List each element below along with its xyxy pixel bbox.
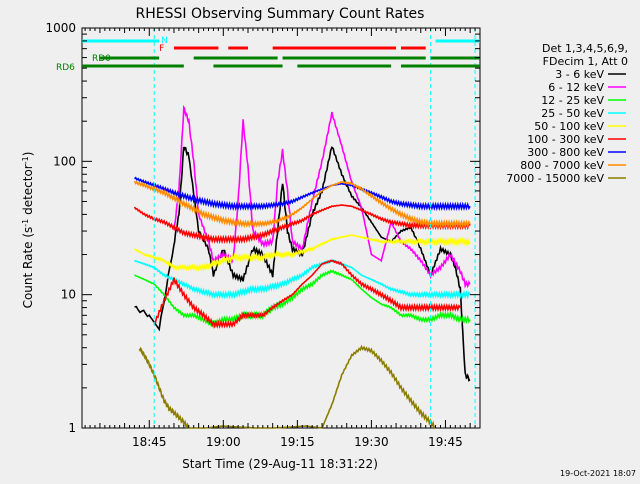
legend-header-0: Det 1,3,4,5,6,9, [542, 42, 628, 55]
series-line-800-7000-kev [133, 180, 471, 229]
y-tick-label-2: 100 [53, 154, 76, 168]
status-bar-label-f: F [159, 44, 164, 54]
y-label-sup-1: -1 [21, 219, 30, 227]
chart-title: RHESSI Observing Summary Count Rates [136, 6, 425, 22]
legend-label-3: 25 - 50 keV [541, 107, 604, 120]
legend-label-8: 7000 - 15000 keV [506, 172, 604, 185]
series-line-12-25-kev [134, 269, 471, 329]
series-line-red-1 [153, 259, 461, 329]
x-tick-label-2: 19:15 [280, 435, 315, 449]
status-bar-label-rd6: RD6 [56, 63, 75, 73]
x-tick-label-3: 19:30 [354, 435, 389, 449]
legend-label-4: 50 - 100 keV [534, 120, 604, 133]
x-axis-label: Start Time (29-Aug-11 18:31:22) [182, 457, 378, 471]
legend-label-2: 12 - 25 keV [541, 94, 604, 107]
x-tick-label-1: 19:00 [206, 435, 241, 449]
legend-label-0: 3 - 6 keV [555, 68, 604, 81]
status-bar-label-rd0: RD0 [92, 54, 111, 64]
series-line-100-300-kev [133, 204, 471, 245]
y-axis-label: Count Rate (s-1 detector-1) [21, 152, 36, 309]
footer-date: 19-Oct-2021 18:07 [560, 469, 636, 478]
y-label-part-2: detector [21, 164, 35, 219]
series-line-6-12-kev [173, 104, 471, 289]
legend-label-7: 800 - 7000 keV [520, 159, 604, 172]
series-line-7000-15000-kev [138, 344, 437, 430]
y-label-sup-2: -1 [21, 156, 30, 164]
series-line-50-100-kev [134, 234, 471, 272]
legend-label-5: 100 - 300 keV [527, 133, 604, 146]
y-tick-label-1: 10 [61, 288, 76, 302]
status-bar-label-n: N [161, 36, 168, 46]
legend-label-1: 6 - 12 keV [548, 81, 604, 94]
y-tick-label-3: 1000 [45, 21, 76, 35]
series-line-25-50-kev [134, 258, 471, 300]
y-label-part-1: Count Rate (s [21, 227, 35, 309]
y-label-part-3: ) [21, 152, 35, 157]
x-tick-label-0: 18:45 [132, 435, 167, 449]
legend-label-6: 300 - 800 keV [527, 146, 604, 159]
legend-header-1: FDecim 1, Att 0 [543, 55, 628, 68]
y-tick-label-0: 1 [68, 421, 76, 435]
x-tick-label-4: 19:45 [428, 435, 463, 449]
series-line-300-800-kev [133, 176, 471, 212]
